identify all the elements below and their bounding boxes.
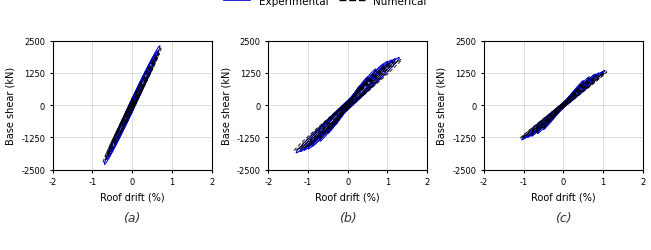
X-axis label: Roof drift (%): Roof drift (%): [316, 192, 380, 202]
X-axis label: Roof drift (%): Roof drift (%): [100, 192, 165, 202]
Text: (c): (c): [555, 211, 572, 224]
Legend: Experimental, Numerical: Experimental, Numerical: [220, 0, 431, 11]
X-axis label: Roof drift (%): Roof drift (%): [531, 192, 596, 202]
Text: (b): (b): [339, 211, 357, 224]
Y-axis label: Base shear (kN): Base shear (kN): [6, 67, 16, 145]
Y-axis label: Base shear (kN): Base shear (kN): [221, 67, 231, 145]
Y-axis label: Base shear (kN): Base shear (kN): [437, 67, 447, 145]
Text: (a): (a): [124, 211, 141, 224]
